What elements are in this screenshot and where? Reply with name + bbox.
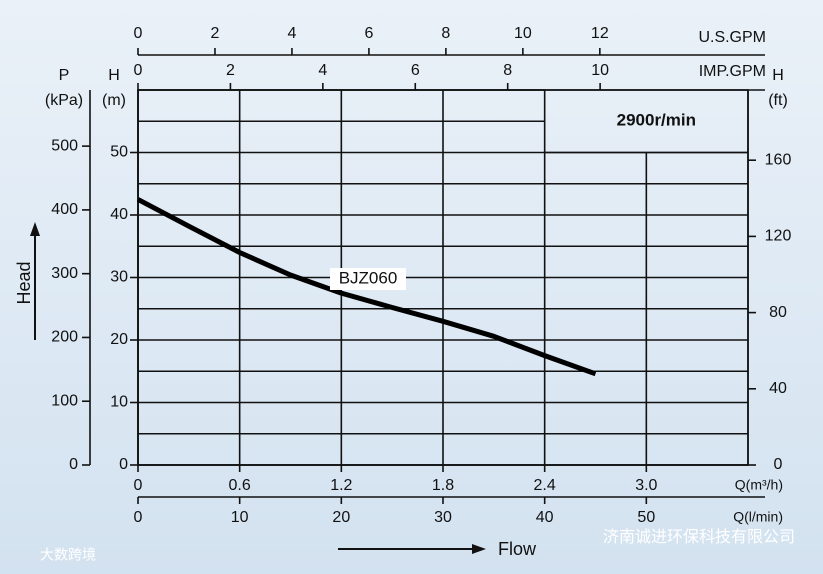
x-tick-label: 2.4: [534, 477, 556, 494]
x-axis-label: U.S.GPM: [698, 29, 766, 46]
x-axis-label: Q(l/min): [733, 509, 783, 525]
x-tick-label: 0.6: [229, 477, 251, 494]
speed-label: 2900r/min: [617, 111, 696, 130]
x-tick-label: 20: [332, 509, 350, 526]
watermark: 济南诚进环保科技有限公司: [603, 528, 795, 546]
x-tick-label: 3.0: [635, 477, 657, 494]
x-tick-label: 6: [364, 25, 373, 42]
y-tick-label: 40: [769, 380, 787, 397]
y-tick-label: 120: [765, 228, 792, 245]
x-tick-label: 10: [231, 509, 249, 526]
watermark: 大数跨境: [40, 547, 96, 563]
y-title: Head: [14, 261, 34, 304]
x-tick-label: 2: [211, 25, 220, 42]
x-tick-label: 50: [637, 509, 655, 526]
x-tick-label: 2: [226, 62, 235, 79]
y-axis-label: H: [108, 67, 120, 84]
series-label: BJZ060: [339, 268, 398, 287]
y-axis-unit: (ft): [768, 92, 788, 109]
y-tick-label: 0: [69, 456, 78, 473]
x-tick-label: 1.8: [432, 477, 454, 494]
y-tick-label: 30: [110, 269, 128, 286]
x-tick-label: 8: [503, 62, 512, 79]
y-axis-unit: (kPa): [45, 92, 83, 109]
x-tick-label: 1.2: [330, 477, 352, 494]
x-tick-label: 0: [134, 509, 143, 526]
x-tick-label: 12: [591, 25, 609, 42]
y-tick-label: 400: [51, 201, 78, 218]
y-axis-label: P: [59, 67, 70, 84]
x-title: Flow: [498, 539, 537, 559]
series-label-bg: [330, 268, 406, 290]
flow-arrowhead: [472, 544, 486, 554]
y-tick-label: 10: [110, 394, 128, 411]
y-tick-label: 20: [110, 331, 128, 348]
x-tick-label: 0: [134, 62, 143, 79]
x-tick-label: 0: [134, 477, 143, 494]
y-tick-label: 40: [110, 206, 128, 223]
x-tick-label: 4: [287, 25, 296, 42]
y-tick-label: 500: [51, 137, 78, 154]
y-tick-label: 50: [110, 144, 128, 161]
y-tick-label: 0: [774, 456, 783, 473]
x-axis-label: IMP.GPM: [699, 63, 766, 80]
x-tick-label: 10: [514, 25, 532, 42]
curve: [136, 197, 597, 377]
y-tick-label: 200: [51, 329, 78, 346]
y-tick-label: 100: [51, 392, 78, 409]
y-tick-label: 0: [119, 456, 128, 473]
x-axis-label: Q(m³/h): [735, 477, 783, 493]
x-tick-label: 8: [441, 25, 450, 42]
y-axis-unit: (m): [102, 92, 126, 109]
y-axis-label: H: [772, 67, 784, 84]
x-tick-label: 10: [591, 62, 609, 79]
y-tick-label: 300: [51, 265, 78, 282]
y-tick-label: 80: [769, 304, 787, 321]
x-tick-label: 40: [536, 509, 554, 526]
head-arrowhead: [30, 222, 40, 236]
x-tick-label: 6: [411, 62, 420, 79]
x-tick-label: 30: [434, 509, 452, 526]
x-tick-label: 4: [318, 62, 327, 79]
x-tick-label: 0: [134, 25, 143, 42]
y-tick-label: 160: [765, 151, 792, 168]
